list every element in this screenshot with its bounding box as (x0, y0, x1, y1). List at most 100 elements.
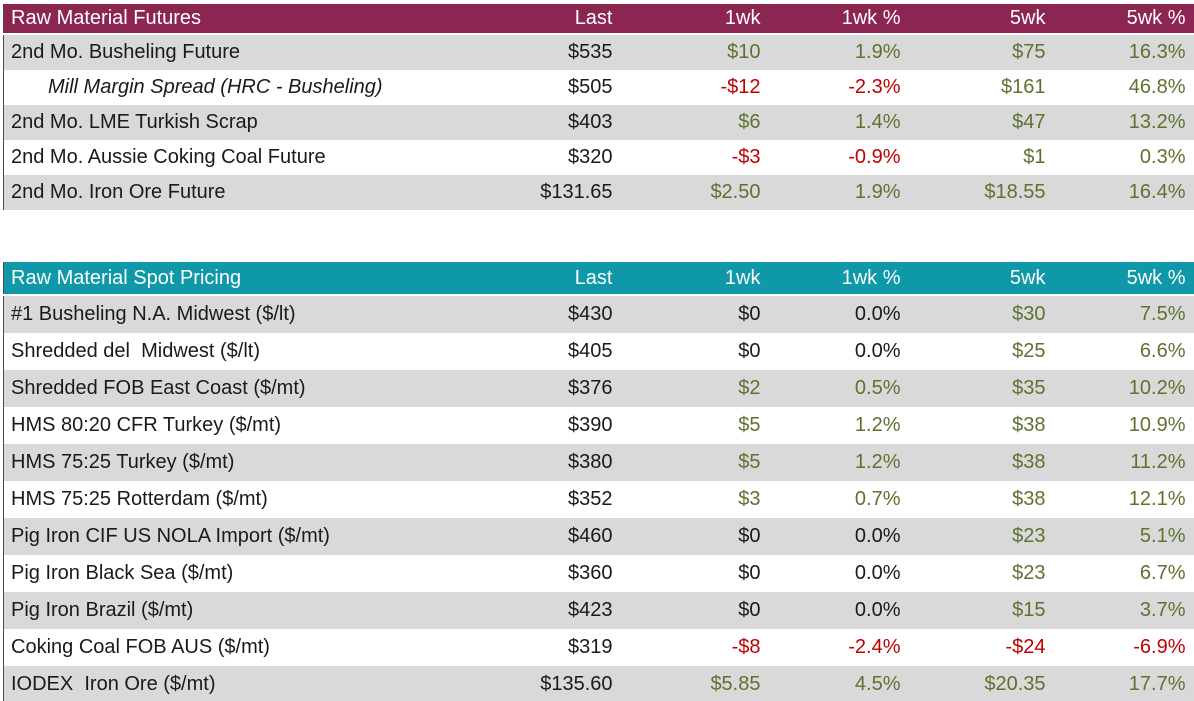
value-cell: 11.2% (1130, 451, 1186, 473)
value-cell: 0.0% (854, 562, 901, 584)
value-cell: $405 (568, 340, 613, 362)
column-header: 5wk % (1053, 4, 1194, 35)
value-cell: $3 (738, 488, 761, 510)
value-cell: $0 (738, 303, 761, 325)
column-header: Last (500, 262, 621, 296)
table-row: IODEX Iron Ore ($/mt) $135.60 $5.85 4.5% $20… (3, 666, 1194, 701)
table-row: HMS 75:25 Rotterdam ($/mt) $352 $3 0.7% $38 1… (3, 481, 1194, 518)
value-cell: 4.5% (854, 673, 901, 695)
value-cell: 0.0% (854, 303, 901, 325)
row-label: Pig Iron CIF US NOLA Import ($/mt) (11, 525, 330, 547)
value-cell: 0.0% (854, 525, 901, 547)
column-header: Last (500, 4, 621, 35)
value-cell: 16.3% (1128, 41, 1186, 63)
table-row: Pig Iron Brazil ($/mt) $423 $0 0.0% $15 3.7% (3, 592, 1194, 629)
row-label: 2nd Mo. Iron Ore Future (11, 181, 226, 203)
value-cell: $30 (1012, 303, 1046, 325)
value-cell: 1.9% (854, 41, 901, 63)
table-row: Shredded FOB East Coast ($/mt) $376 $2 0.5%… (3, 370, 1194, 407)
value-cell: $0 (738, 562, 761, 584)
value-cell: 1.9% (854, 181, 901, 203)
value-cell: 46.8% (1128, 76, 1186, 98)
column-header: 5wk (908, 262, 1054, 296)
value-cell: 7.5% (1139, 303, 1186, 325)
value-cell: $38 (1012, 414, 1046, 436)
row-label: Pig Iron Black Sea ($/mt) (11, 562, 234, 584)
value-cell: 5.1% (1139, 525, 1186, 547)
row-label: Shredded FOB East Coast ($/mt) (11, 377, 306, 399)
value-cell: 0.5% (854, 377, 901, 399)
value-cell: $380 (568, 451, 613, 473)
value-cell: $23 (1012, 562, 1046, 584)
row-label: HMS 75:25 Rotterdam ($/mt) (11, 488, 268, 510)
value-cell: 10.2% (1128, 377, 1186, 399)
value-cell: $5.85 (710, 673, 761, 695)
table-row: 2nd Mo. Iron Ore Future $131.65 $2.50 1.9% $… (3, 175, 1194, 210)
value-cell: $161 (1001, 76, 1046, 98)
value-cell: $2 (738, 377, 761, 399)
value-cell: $18.55 (984, 181, 1046, 203)
column-header: 5wk (908, 4, 1054, 35)
value-cell: $131.65 (540, 181, 613, 203)
value-cell: -2.4% (848, 636, 901, 658)
row-label: #1 Busheling N.A. Midwest ($/lt) (11, 303, 296, 325)
row-label: Shredded del Midwest ($/lt) (11, 340, 261, 362)
value-cell: 1.4% (854, 111, 901, 133)
value-cell: $0 (738, 599, 761, 621)
value-cell: 12.1% (1128, 488, 1186, 510)
value-cell: 1.2% (854, 451, 901, 473)
value-cell: $430 (568, 303, 613, 325)
value-cell: $390 (568, 414, 613, 436)
column-header: 1wk % (768, 4, 909, 35)
value-cell: 0.0% (854, 340, 901, 362)
value-cell: 1.2% (854, 414, 901, 436)
table-row: Pig Iron CIF US NOLA Import ($/mt) $460 $0… (3, 518, 1194, 555)
table-row: 2nd Mo. Busheling Future $535 $10 1.9% $75 16… (3, 34, 1194, 70)
price-table: Raw Material Spot Pricing Last 1wk 1wk % 5w… (3, 262, 1194, 701)
row-label: 2nd Mo. Aussie Coking Coal Future (11, 146, 326, 168)
table-row: Coking Coal FOB AUS ($/mt) $319 -$8 -2.4% -$… (3, 629, 1194, 666)
row-label: IODEX Iron Ore ($/mt) (11, 673, 216, 695)
value-cell: $1 (1023, 146, 1046, 168)
value-cell: $75 (1012, 41, 1046, 63)
value-cell: -$8 (731, 636, 761, 658)
value-cell: $5 (738, 451, 761, 473)
value-cell: 0.3% (1139, 146, 1186, 168)
value-cell: -6.9% (1133, 636, 1186, 658)
value-cell: -$12 (720, 76, 761, 98)
value-cell: $360 (568, 562, 613, 584)
price-table: Raw Material Futures Last 1wk 1wk % 5wk 5wk … (3, 4, 1194, 210)
table-row: Pig Iron Black Sea ($/mt) $360 $0 0.0% $23 6.… (3, 555, 1194, 592)
value-cell: $352 (568, 488, 613, 510)
table-row: 2nd Mo. LME Turkish Scrap $403 $6 1.4% $47 13… (3, 105, 1194, 140)
value-cell: $38 (1012, 488, 1046, 510)
row-label: HMS 75:25 Turkey ($/mt) (11, 451, 235, 473)
table-row: Mill Margin Spread (HRC - Busheling) $505… (3, 70, 1194, 105)
value-cell: -$24 (1005, 636, 1046, 658)
value-cell: $25 (1012, 340, 1046, 362)
table-row: HMS 80:20 CFR Turkey ($/mt) $390 $5 1.2% $38… (3, 407, 1194, 444)
value-cell: $505 (568, 76, 613, 98)
value-cell: $23 (1012, 525, 1046, 547)
value-cell: -2.3% (848, 76, 901, 98)
value-cell: 17.7% (1128, 673, 1186, 695)
value-cell: $20.35 (984, 673, 1046, 695)
row-label: HMS 80:20 CFR Turkey ($/mt) (11, 414, 282, 436)
table-row: HMS 75:25 Turkey ($/mt) $380 $5 1.2% $38 11.2… (3, 444, 1194, 481)
value-cell: $47 (1012, 111, 1046, 133)
value-cell: 10.9% (1128, 414, 1186, 436)
value-cell: 16.4% (1128, 181, 1186, 203)
value-cell: 3.7% (1139, 599, 1186, 621)
value-cell: $6 (738, 111, 761, 133)
row-label: Mill Margin Spread (HRC - Busheling) (48, 76, 383, 98)
value-cell: $15 (1012, 599, 1046, 621)
column-header: 5wk % (1053, 262, 1194, 296)
table-title: Raw Material Spot Pricing (3, 262, 501, 296)
value-cell: $0 (738, 340, 761, 362)
table-row: #1 Busheling N.A. Midwest ($/lt) $430 $0 0.… (3, 295, 1194, 333)
value-cell: -$3 (731, 146, 761, 168)
column-header: 1wk (620, 4, 769, 35)
value-cell: $5 (738, 414, 761, 436)
value-cell: 13.2% (1128, 111, 1186, 133)
table-header-row: Raw Material Spot Pricing Last 1wk 1wk % 5w… (3, 262, 1194, 296)
